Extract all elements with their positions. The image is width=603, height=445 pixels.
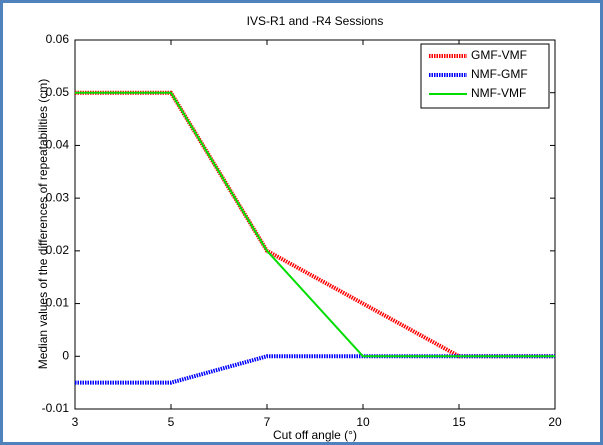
y-tick-label: 0.03 <box>46 190 70 204</box>
y-tick-label: 0.06 <box>46 32 70 46</box>
x-tick-label: 7 <box>264 415 271 429</box>
legend-label: NMF-GMF <box>471 67 528 81</box>
y-tick-label: 0.01 <box>46 296 70 310</box>
plot-area <box>74 39 556 410</box>
series-line <box>75 91 555 358</box>
x-tick-label: 20 <box>548 415 562 429</box>
y-tick-label: 0 <box>62 348 69 362</box>
x-tick-label: 5 <box>168 415 175 429</box>
x-tick-label: 3 <box>72 415 79 429</box>
legend-label: GMF-VMF <box>471 48 527 62</box>
y-tick-label: -0.01 <box>42 401 70 415</box>
x-tick-label: 15 <box>452 415 466 429</box>
legend-label: NMF-VMF <box>471 86 526 100</box>
x-axis-label: Cut off angle (°) <box>273 428 357 442</box>
y-axis-label: Median values of the differences of repe… <box>36 79 50 370</box>
y-tick-label: 0.04 <box>46 138 70 152</box>
y-tick-label: 0.02 <box>46 243 70 257</box>
x-tick-label: 10 <box>356 415 370 429</box>
chart-title: IVS-R1 and -R4 Sessions <box>247 14 384 28</box>
y-tick-label: 0.05 <box>46 85 70 99</box>
